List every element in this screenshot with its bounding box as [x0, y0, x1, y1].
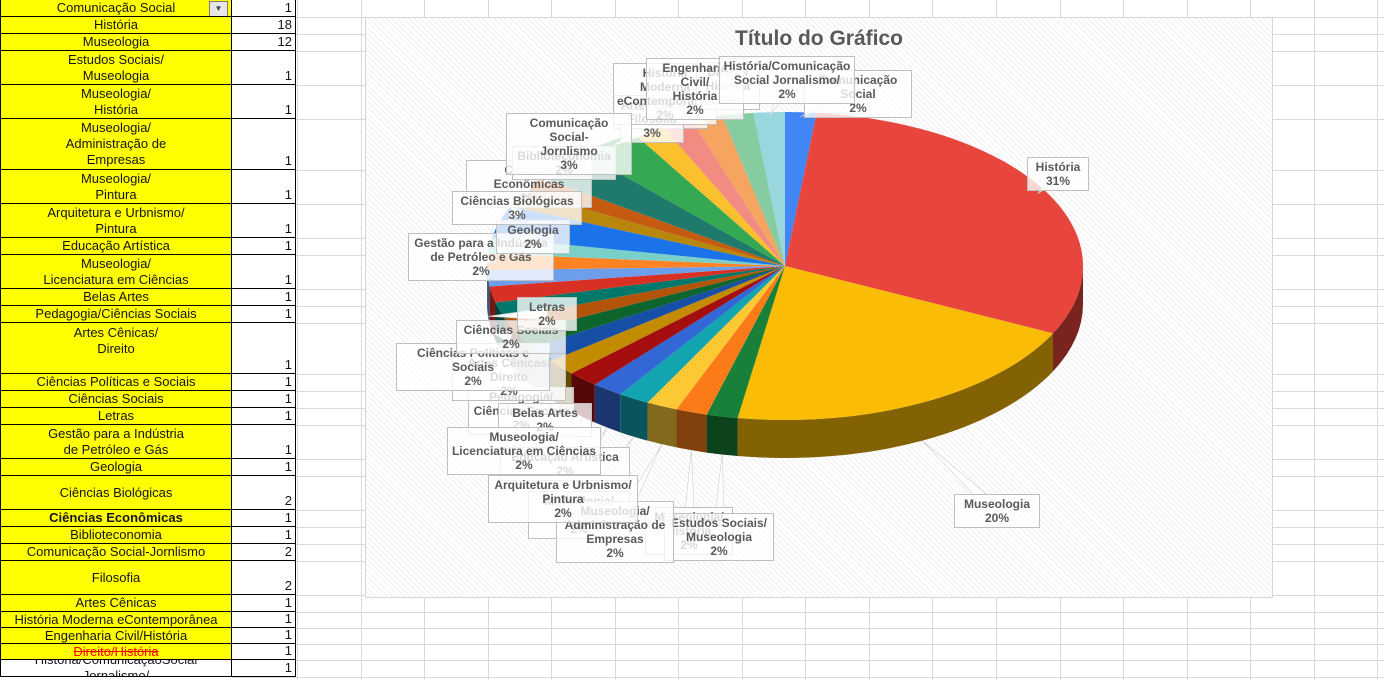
- table-row: Ciências Econômicas1: [0, 510, 296, 527]
- spreadsheet-app: Título do Gráfico Comunicação Social▼1Hi…: [0, 0, 1384, 680]
- cell-count[interactable]: 1: [232, 204, 296, 237]
- cell-count[interactable]: 1: [232, 612, 296, 627]
- cell-category[interactable]: Comunicação Social▼: [1, 0, 232, 16]
- cell-count[interactable]: 1: [232, 660, 296, 676]
- table-row: Museologia/ Licenciatura em Ciências1: [0, 255, 296, 289]
- cell-count[interactable]: 1: [232, 289, 296, 305]
- cell-count[interactable]: 1: [232, 527, 296, 543]
- table-row: Educação Artística1: [0, 238, 296, 255]
- table-row: Estudos Sociais/ Museologia1: [0, 51, 296, 85]
- cell-count[interactable]: 1: [232, 459, 296, 475]
- pie-data-callout[interactable]: História 31%: [1027, 157, 1089, 191]
- table-row: Belas Artes1: [0, 289, 296, 306]
- table-row: Pedagogia/Ciências Sociais1: [0, 306, 296, 323]
- pie-data-callout[interactable]: Letras 2%: [517, 297, 577, 331]
- table-row: História18: [0, 17, 296, 34]
- cell-category[interactable]: Belas Artes: [1, 289, 232, 305]
- cell-count[interactable]: 12: [232, 34, 296, 50]
- cell-category[interactable]: Artes Cênicas: [1, 595, 232, 611]
- cell-category[interactable]: Gestão para a Indústria de Petróleo e Gá…: [1, 425, 232, 458]
- pie-data-callout[interactable]: Arquitetura e Urbnismo/ Pintura 2%: [488, 475, 638, 523]
- cell-count[interactable]: 2: [232, 476, 296, 509]
- pie-data-callout[interactable]: Geologia 2%: [496, 220, 570, 254]
- cell-count[interactable]: 1: [232, 323, 296, 373]
- table-row: Arquitetura e Urbnismo/ Pintura1: [0, 204, 296, 238]
- cell-category[interactable]: Ciências Sociais: [1, 391, 232, 407]
- cell-category[interactable]: Comunicação Social-Jornlismo: [1, 544, 232, 560]
- cell-count[interactable]: 1: [232, 644, 296, 659]
- table-row: Ciências Sociais1: [0, 391, 296, 408]
- pie-data-callout[interactable]: Comunicação Social- Jornlismo 3%: [506, 113, 632, 175]
- cell-count[interactable]: 1: [232, 119, 296, 169]
- table-row: Biblioteconomia1: [0, 527, 296, 544]
- cell-category[interactable]: História/ComunicaçãoSocial Jornalismo/: [1, 660, 232, 676]
- cell-count[interactable]: 1: [232, 510, 296, 526]
- table-row: Ciências Políticas e Sociais1: [0, 374, 296, 391]
- pie-data-callout[interactable]: Museologia 20%: [954, 494, 1040, 528]
- cell-count[interactable]: 1: [232, 85, 296, 118]
- cell-category[interactable]: Geologia: [1, 459, 232, 475]
- cell-category[interactable]: Arquitetura e Urbnismo/ Pintura: [1, 204, 232, 237]
- cell-count[interactable]: 18: [232, 17, 296, 33]
- cell-count[interactable]: 1: [232, 595, 296, 611]
- chart-title[interactable]: Título do Gráfico: [365, 27, 1273, 51]
- table-row: Artes Cênicas1: [0, 595, 296, 612]
- cell-category[interactable]: Educação Artística: [1, 238, 232, 254]
- cell-category[interactable]: Direito/História: [1, 644, 232, 659]
- cell-category[interactable]: Ciências Políticas e Sociais: [1, 374, 232, 390]
- cell-count[interactable]: 1: [232, 628, 296, 643]
- cell-category[interactable]: Letras: [1, 408, 232, 424]
- cell-count[interactable]: 1: [232, 306, 296, 322]
- cell-category[interactable]: Artes Cênicas/ Direito: [1, 323, 232, 373]
- cell-category[interactable]: Filosofia: [1, 561, 232, 594]
- cell-category[interactable]: Pedagogia/Ciências Sociais: [1, 306, 232, 322]
- cell-category[interactable]: Ciências Econômicas: [1, 510, 232, 526]
- table-row: Ciências Biológicas2: [0, 476, 296, 510]
- cell-count[interactable]: 2: [232, 544, 296, 560]
- cell-count[interactable]: 1: [232, 170, 296, 203]
- table-row: Museologia/ Pintura1: [0, 170, 296, 204]
- cell-category[interactable]: Museologia/ Pintura: [1, 170, 232, 203]
- filter-dropdown-button[interactable]: ▼: [209, 1, 228, 16]
- table-row: Direito/História1: [0, 644, 296, 660]
- table-row: Museologia/ História1: [0, 85, 296, 119]
- cell-count[interactable]: 1: [232, 391, 296, 407]
- table-row: Letras1: [0, 408, 296, 425]
- cell-count[interactable]: 1: [232, 408, 296, 424]
- cell-category[interactable]: Ciências Biológicas: [1, 476, 232, 509]
- cell-category[interactable]: Estudos Sociais/ Museologia: [1, 51, 232, 84]
- pie-data-callout[interactable]: História/Comunicação Social Jornalismo/ …: [719, 56, 855, 104]
- cell-category[interactable]: Biblioteconomia: [1, 527, 232, 543]
- cell-count[interactable]: 1: [232, 425, 296, 458]
- table-row: História/ComunicaçãoSocial Jornalismo/1: [0, 660, 296, 677]
- table-row: Museologia/ Administração de Empresas1: [0, 119, 296, 170]
- chevron-down-icon: ▼: [215, 5, 223, 13]
- cell-category[interactable]: História: [1, 17, 232, 33]
- table-row: Comunicação Social-Jornlismo2: [0, 544, 296, 561]
- table-row: Gestão para a Indústria de Petróleo e Gá…: [0, 425, 296, 459]
- cell-count[interactable]: 2: [232, 561, 296, 594]
- table-row: Filosofia2: [0, 561, 296, 595]
- cell-category[interactable]: História Moderna eContemporânea: [1, 612, 232, 627]
- cell-count[interactable]: 1: [232, 255, 296, 288]
- cell-count[interactable]: 1: [232, 0, 296, 16]
- table-row: Artes Cênicas/ Direito1: [0, 323, 296, 374]
- table-row: Geologia1: [0, 459, 296, 476]
- pie-data-callout[interactable]: Estudos Sociais/ Museologia 2%: [664, 513, 774, 561]
- table-row: Comunicação Social▼1: [0, 0, 296, 17]
- pie-data-callout[interactable]: Museologia/ Licenciatura em Ciências 2%: [447, 427, 601, 475]
- table-row: Engenharia Civil/História1: [0, 628, 296, 644]
- cell-category[interactable]: Engenharia Civil/História: [1, 628, 232, 643]
- cell-category[interactable]: Museologia/ Administração de Empresas: [1, 119, 232, 169]
- table-row: Museologia12: [0, 34, 296, 51]
- cell-category[interactable]: Museologia/ Licenciatura em Ciências: [1, 255, 232, 288]
- pie-data-callout[interactable]: Ciências Biológicas 3%: [452, 191, 582, 225]
- cell-count[interactable]: 1: [232, 51, 296, 84]
- table-row: História Moderna eContemporânea1: [0, 612, 296, 628]
- cell-category[interactable]: Museologia: [1, 34, 232, 50]
- cell-count[interactable]: 1: [232, 238, 296, 254]
- cell-count[interactable]: 1: [232, 374, 296, 390]
- cell-category[interactable]: Museologia/ História: [1, 85, 232, 118]
